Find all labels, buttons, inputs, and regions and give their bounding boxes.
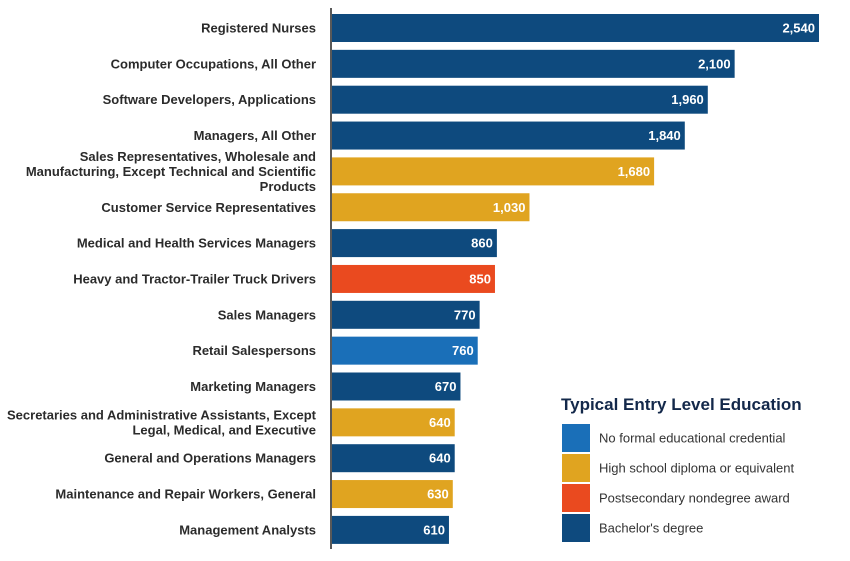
bar [332,49,735,78]
bar-value-label: 760 [452,343,474,358]
category-label: Heavy and Tractor-Trailer Truck Drivers [73,271,316,286]
bar [332,444,455,473]
category-label: Maintenance and Repair Workers, General [55,487,316,502]
bar [332,121,685,150]
category-label-line: Marketing Managers [190,379,316,394]
bar [332,300,480,329]
category-label: Computer Occupations, All Other [111,56,316,71]
bar [332,264,495,293]
bar [332,157,655,186]
bar-value-label: 640 [429,451,451,466]
bar-value-label: 770 [454,307,476,322]
legend-label: Bachelor's degree [599,521,703,536]
category-label-line: Medical and Health Services Managers [77,236,316,251]
category-label: Managers, All Other [194,128,316,143]
category-label: Sales Managers [218,307,316,322]
category-labels-layer: Registered Nurses Computer Occupations, A… [7,21,317,538]
bar-value-label: 1,030 [493,200,526,215]
category-label: Marketing Managers [190,379,316,394]
category-label-line: Retail Salespersons [192,343,316,358]
bar-value-label: 2,540 [782,21,815,36]
bar-value-label: 1,680 [618,164,651,179]
category-label: Software Developers, Applications [103,92,316,107]
bar-value-label: 670 [435,379,457,394]
category-label-line: Registered Nurses [201,21,316,36]
category-label-line: Legal, Medical, and Executive [132,422,316,437]
category-label-line: Secretaries and Administrative Assistant… [7,407,317,422]
category-label: Sales Representatives, Wholesale and Manu… [26,149,316,194]
bar [332,336,478,365]
category-label-line: Customer Service Representatives [101,200,316,215]
category-label-line: Sales Representatives, Wholesale and [80,149,316,164]
bar [332,14,819,42]
legend-label: High school diploma or equivalent [599,461,795,476]
legend-label: Postsecondary nondegree award [599,491,790,506]
bar-value-label: 2,100 [698,56,731,71]
bar [332,85,708,114]
legend-entries: No formal educational credential High sch… [562,424,795,542]
category-label-line: Maintenance and Repair Workers, General [55,487,316,502]
bar [332,515,449,544]
category-label-line: Software Developers, Applications [103,92,316,107]
legend-title: Typical Entry Level Education [561,395,802,414]
category-label-line: Computer Occupations, All Other [111,56,316,71]
bar [332,408,455,437]
category-label-line: Manufacturing, Except Technical and Scie… [26,164,316,179]
bar [332,372,461,401]
bars-layer: 2,540 2,100 1,960 1,840 1,680 1,030 860 850 770 7… [332,14,819,544]
legend-swatch [562,514,590,542]
category-label-line: Sales Managers [218,307,316,322]
category-label: General and Operations Managers [104,451,316,466]
category-label: Customer Service Representatives [101,200,316,215]
legend: Typical Entry Level Education No formal … [561,395,802,542]
legend-swatch [562,454,590,482]
category-label-line: Management Analysts [179,522,316,537]
bar-value-label: 640 [429,415,451,430]
category-label-line: General and Operations Managers [104,451,316,466]
category-label-line: Heavy and Tractor-Trailer Truck Drivers [73,271,316,286]
category-label: Management Analysts [179,522,316,537]
bar [332,480,453,509]
bar-value-label: 850 [469,271,491,286]
category-label: Secretaries and Administrative Assistant… [7,407,317,437]
category-label-line: Products [260,179,316,194]
category-label: Retail Salespersons [192,343,316,358]
bar-value-label: 610 [423,522,445,537]
bar [332,229,497,258]
category-label-line: Managers, All Other [194,128,316,143]
bar-value-label: 1,840 [648,128,681,143]
bar-value-label: 1,960 [671,92,704,107]
bar-value-label: 630 [427,487,449,502]
legend-label: No formal educational credential [599,431,786,446]
bar-value-label: 860 [471,236,493,251]
category-label: Medical and Health Services Managers [77,236,316,251]
category-label: Registered Nurses [201,21,316,36]
bar [332,193,530,222]
legend-swatch [562,424,590,452]
legend-swatch [562,484,590,512]
